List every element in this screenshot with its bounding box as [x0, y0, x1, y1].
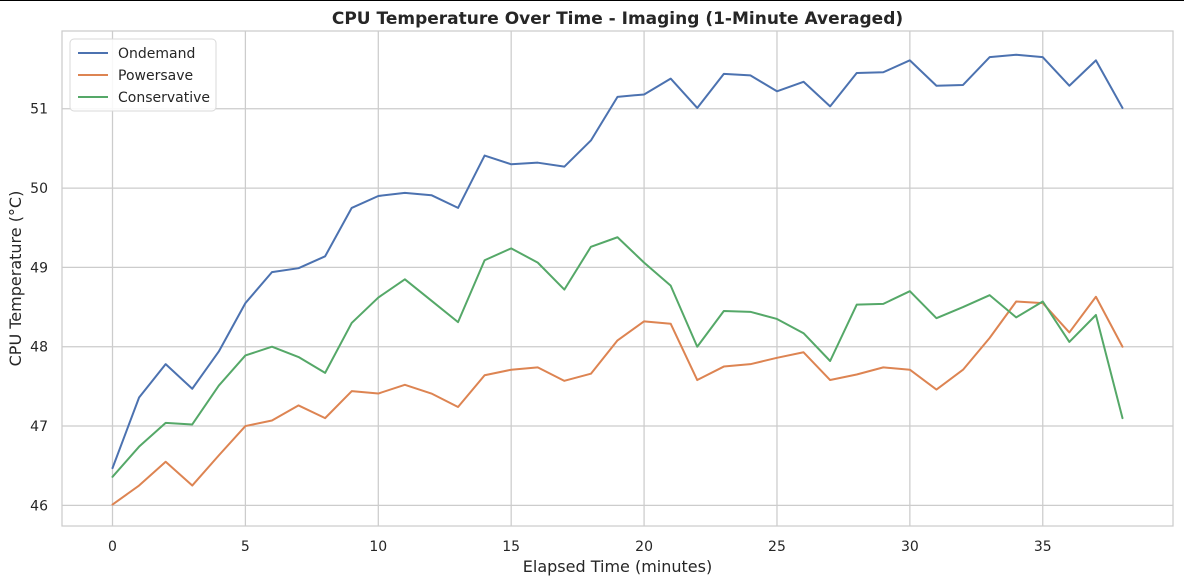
- x-tick-label: 5: [241, 539, 250, 555]
- legend: Ondemand Powersave Conservative: [69, 38, 217, 112]
- y-tick-label: 51: [30, 102, 48, 118]
- legend-label: Powersave: [118, 68, 193, 84]
- x-tick-label: 15: [502, 539, 520, 555]
- series-line-ondemand: [111, 53, 1124, 470]
- x-tick-label: 20: [635, 539, 653, 555]
- x-tick-label: 0: [108, 539, 117, 555]
- grid-lines: [62, 31, 1173, 526]
- y-tick-label: 46: [30, 498, 48, 514]
- series-lines: [111, 53, 1124, 506]
- x-tick-labels: 0 5 10 15 20 25 30 35: [108, 539, 1052, 555]
- y-tick-label: 47: [30, 419, 48, 435]
- x-tick-label: 30: [901, 539, 919, 555]
- x-tick-label: 25: [768, 539, 786, 555]
- y-tick-label: 49: [30, 260, 48, 276]
- series-line-conservative: [111, 236, 1124, 478]
- y-axis-label: CPU Temperature (°C): [6, 191, 25, 367]
- x-axis-label: Elapsed Time (minutes): [523, 557, 712, 576]
- plot-frame: [61, 30, 1174, 527]
- y-tick-label: 48: [30, 340, 48, 356]
- x-tick-label: 35: [1034, 539, 1052, 555]
- series-line-powersave: [111, 295, 1124, 506]
- top-border: [0, 0, 1184, 1]
- y-tick-label: 50: [30, 181, 48, 197]
- chart-title: CPU Temperature Over Time - Imaging (1-M…: [332, 9, 903, 29]
- legend-box: [69, 38, 217, 112]
- legend-label: Ondemand: [118, 46, 195, 62]
- y-tick-labels: 46 47 48 49 50 51: [30, 102, 48, 515]
- x-tick-label: 10: [369, 539, 387, 555]
- legend-label: Conservative: [118, 90, 210, 106]
